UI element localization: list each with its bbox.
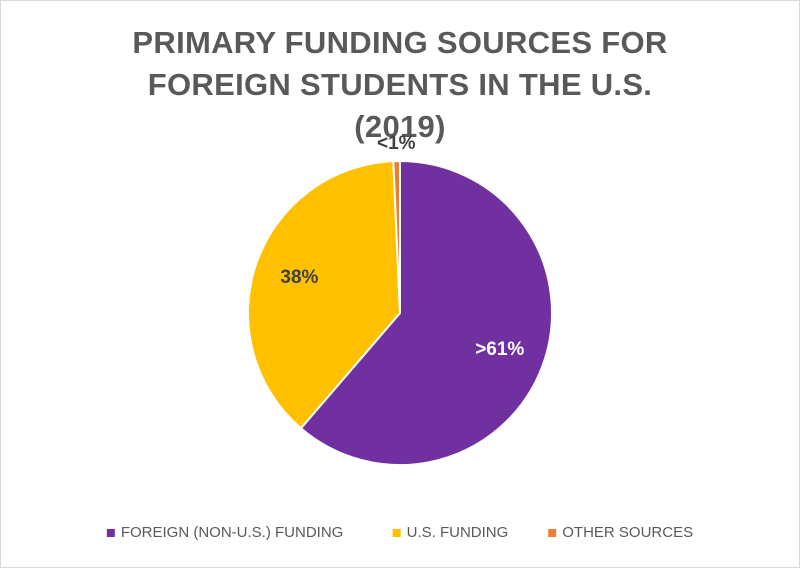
- data-label: <1%: [377, 133, 416, 154]
- data-label: >61%: [475, 339, 524, 360]
- legend-swatch: [548, 529, 557, 537]
- legend-swatch: [392, 529, 401, 537]
- legend-label: U.S. FUNDING: [407, 524, 509, 541]
- pie-slice: [247, 160, 402, 430]
- chart-title: PRIMARY FUNDING SOURCES FOR FOREIGN STUD…: [132, 25, 668, 144]
- legend-label: OTHER SOURCES: [562, 524, 693, 541]
- data-label: 38%: [280, 267, 318, 288]
- legend-swatch: [106, 529, 115, 537]
- pie-slice: [299, 159, 553, 466]
- legend-label: FOREIGN (NON-U.S.) FUNDING: [121, 524, 344, 541]
- pie-slice: [392, 159, 401, 314]
